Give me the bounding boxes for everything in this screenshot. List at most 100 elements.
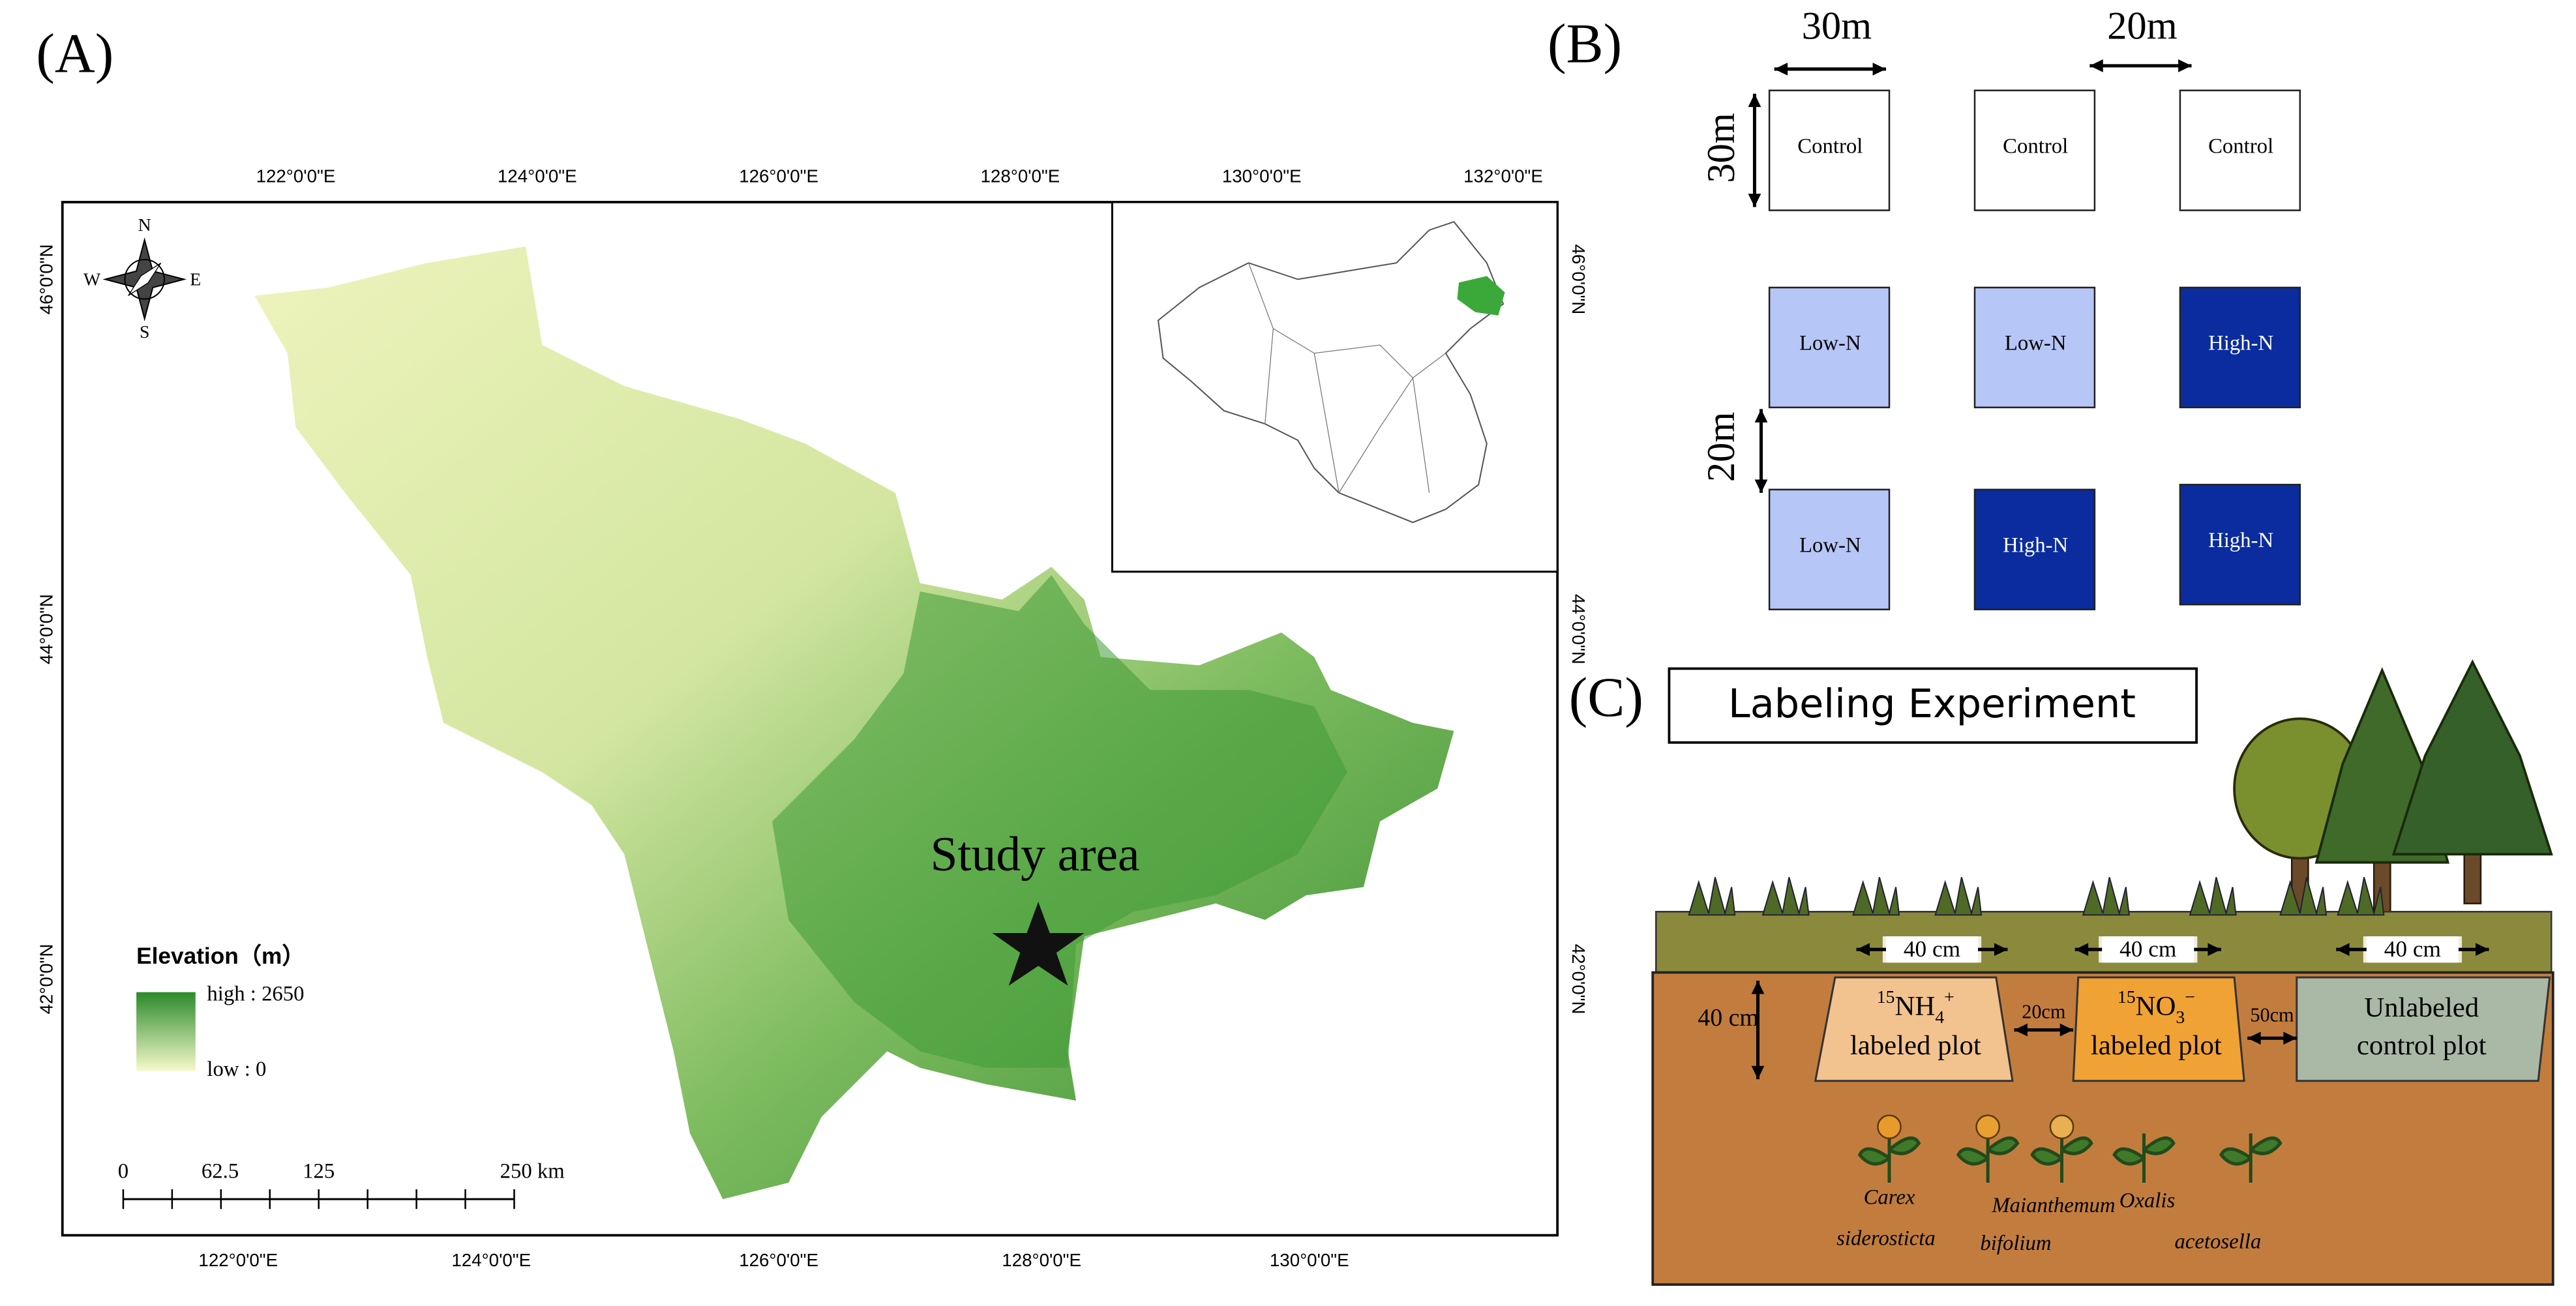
plot-square: [2179, 89, 2301, 211]
species-label: acetosella: [2174, 1230, 2261, 1254]
grass-tuft: [1688, 877, 1736, 916]
arrow-head: [2283, 1031, 2297, 1045]
study-star: [992, 902, 1085, 986]
scale-label: 125: [303, 1159, 335, 1183]
dimension-label: 20m: [1700, 412, 1743, 482]
arrow-head: [1872, 63, 1886, 76]
grass-tuft: [1761, 877, 1810, 916]
dimension-label: 30m: [1802, 4, 1872, 48]
plot-label-part: 4: [1935, 1007, 1944, 1027]
labeled-plot: [1814, 976, 2014, 1082]
plot-label-part: −: [2185, 987, 2195, 1007]
label-bg: [2366, 936, 2459, 963]
title: Labeling Experiment: [1728, 681, 2136, 727]
plot-label-part: +: [1944, 987, 1954, 1007]
bottom-tick-label: 126°0'0"E: [739, 1250, 818, 1270]
top-tick-label: 124°0'0"E: [498, 166, 577, 186]
compass-letter: W: [83, 269, 101, 289]
plant: [2219, 1133, 2283, 1183]
species-label: Maianthemum: [1991, 1194, 2115, 1217]
plot-label: Control: [2003, 134, 2068, 158]
plot-label: labeled plot: [1850, 1030, 1981, 1061]
species-label: siderosticta: [1836, 1227, 1936, 1251]
legend-gradient: [136, 992, 196, 1071]
top-tick-label: 130°0'0"E: [1222, 166, 1302, 186]
arrow-head: [2178, 59, 2192, 72]
arrow-head: [1994, 943, 2008, 957]
legend-title: Elevation（m）: [136, 943, 305, 969]
arrow-head: [2208, 943, 2221, 957]
dimension-label: 30m: [1700, 113, 1743, 183]
high-elevation: [771, 574, 1347, 1068]
grass-tuft: [2189, 877, 2237, 916]
plot-label-part: 3: [2176, 1007, 2185, 1027]
right-tick-label: 46°0'0"N: [1568, 244, 1589, 314]
plot-label: 15NH4+: [1877, 987, 1954, 1027]
top-tick-label: 128°0'0"E: [981, 166, 1060, 186]
plot-label-part: NH: [1895, 991, 1935, 1022]
compass-rose: [128, 262, 162, 296]
label-bg: [2102, 936, 2194, 963]
gap-label: 20cm: [2022, 1000, 2066, 1022]
title-box: [1668, 667, 2198, 744]
label-bg: [1885, 936, 1979, 963]
bottom-tick-label: 128°0'0"E: [1002, 1250, 1081, 1270]
arrow-head: [1774, 63, 1788, 76]
china-provinces: [1313, 353, 1430, 494]
panel-label: (B): [1548, 12, 1622, 74]
tree-crown: [2391, 659, 2553, 855]
plot-square: [1973, 286, 2096, 409]
species-label: Carex: [1864, 1186, 1915, 1210]
plot-label: Control: [2208, 134, 2273, 158]
plot-label: High-N: [2208, 332, 2273, 355]
scale-label: 250 km: [500, 1159, 565, 1183]
jilin-highlight: [1457, 276, 1505, 316]
arrow-head: [1754, 479, 1768, 493]
china-outline: [1157, 221, 1505, 524]
left-tick-label: 42°0'0"N: [36, 944, 56, 1015]
depth-label: 40 cm: [1698, 1004, 1758, 1031]
labeled-plot: [2296, 976, 2551, 1082]
left-tick-label: 46°0'0"N: [36, 244, 56, 314]
compass-letter: N: [138, 215, 151, 235]
right-tick-label: 44°0'0"N: [1568, 594, 1589, 664]
right-tick-label: 42°0'0"N: [1568, 944, 1589, 1015]
species-label: bifolium: [1980, 1232, 2051, 1255]
plant: [2112, 1133, 2176, 1183]
labeled-plot: [2072, 976, 2245, 1082]
inset-frame: [1111, 201, 1559, 573]
arrow-head: [1748, 93, 1761, 108]
plot-label: Low-N: [1799, 534, 1861, 557]
plot-label: High-N: [2003, 534, 2068, 557]
scale-label: 0: [118, 1159, 128, 1183]
plot-label: 15NO3−: [2118, 987, 2195, 1027]
dimension-label: 20m: [2107, 4, 2177, 48]
study-area-label: Study area: [931, 827, 1140, 882]
panel-label: (C): [1569, 666, 1643, 728]
species-label: Oxalis: [2119, 1189, 2175, 1213]
plot-square: [1768, 488, 1891, 611]
legend-high: high : 2650: [207, 982, 304, 1005]
left-tick-label: 44°0'0"N: [36, 594, 56, 664]
bottom-tick-label: 122°0'0"E: [198, 1250, 278, 1270]
plant: [2030, 1133, 2093, 1183]
arrow-head: [2247, 1031, 2261, 1045]
china-provinces: [1265, 328, 1274, 424]
grass-tuft: [2279, 877, 2328, 916]
width-label: 40 cm: [2119, 936, 2176, 962]
plot-label: control plot: [2357, 1030, 2487, 1061]
top-tick-label: 126°0'0"E: [739, 166, 818, 186]
bottom-tick-label: 130°0'0"E: [1270, 1250, 1349, 1270]
plot-square: [1768, 286, 1891, 409]
arrow-head: [1751, 981, 1765, 994]
plot-square: [2179, 484, 2301, 606]
plot-square: [1973, 89, 2096, 211]
plot-label: Control: [1797, 134, 1863, 158]
grass-tuft: [2082, 877, 2130, 916]
plot-label-part: 15: [2118, 987, 2136, 1007]
plot-label: Low-N: [2005, 332, 2067, 355]
plot-label: Low-N: [1799, 332, 1861, 355]
plot-label-part: NO: [2136, 991, 2176, 1022]
panel-label: (A): [36, 22, 113, 84]
